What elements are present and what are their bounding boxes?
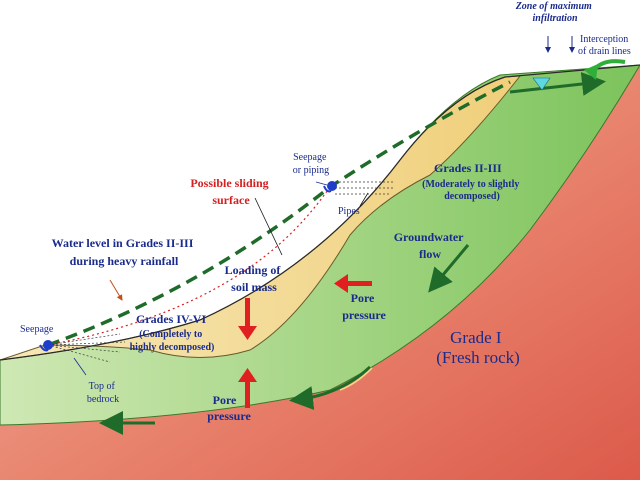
grades-4-6-description: (Completely to highly decomposed) bbox=[130, 329, 215, 353]
flow-arrow-swoosh bbox=[339, 367, 373, 391]
pipes-lines bbox=[335, 181, 395, 195]
load-arrow-icon bbox=[238, 298, 257, 340]
grades-4-6-title: Grades IV-VI bbox=[136, 312, 206, 326]
pore-pressure-upper-label: Pore pressure bbox=[342, 291, 386, 322]
leader-top-of-bedrock bbox=[73, 357, 87, 376]
seepage-piping-label: Seepage or piping bbox=[293, 152, 329, 176]
leader-water-level bbox=[109, 279, 123, 301]
pipes-label: Pipes bbox=[338, 206, 360, 217]
pore-pressure-arrow-upper bbox=[334, 274, 372, 293]
drain-line bbox=[509, 72, 606, 96]
possible-sliding-surface-label: Possible sliding surface bbox=[190, 176, 271, 207]
grade-1-label: Grade I (Fresh rock) bbox=[436, 328, 520, 367]
infiltration-arrow-head bbox=[584, 64, 598, 80]
grades-2-3-description: (Moderately to slightly decomposed) bbox=[422, 179, 522, 202]
loading-soil-mass-label: Loading of soil mass bbox=[225, 263, 284, 294]
leader-pipes bbox=[359, 192, 369, 207]
leader-sliding-surface bbox=[254, 197, 283, 256]
slope-surface bbox=[0, 64, 640, 361]
seepage-left-label: Seepage bbox=[20, 324, 54, 335]
sliding-surface-line bbox=[47, 186, 331, 346]
top-of-bedrock-label: Top of bedrock bbox=[87, 381, 119, 405]
water-level-line bbox=[47, 80, 511, 347]
water-level-label: Water level in Grades II-III during heav… bbox=[52, 236, 197, 268]
leader-seepage-piping bbox=[315, 181, 328, 186]
zone-max-infiltration-label: Zone of maximum infiltration bbox=[515, 1, 595, 24]
groundwater-flow-arrow bbox=[428, 244, 470, 293]
pore-pressure-lower-label: Pore pressure bbox=[207, 393, 251, 423]
seepage-piping-drop-icon bbox=[323, 181, 337, 193]
fresh-rock-layer bbox=[0, 65, 640, 480]
pore-pressure-arrow-lower bbox=[238, 368, 257, 408]
grades-2-3-title: Grades II-III bbox=[434, 161, 502, 175]
groundwater-flow-label: Groundwater flow bbox=[394, 230, 467, 261]
seepage-fan-lines bbox=[47, 333, 126, 363]
interception-drain-lines-label: Interception of drain lines bbox=[578, 34, 631, 57]
drain-drop-icon bbox=[532, 77, 551, 91]
flow-arrow-lower bbox=[289, 365, 372, 410]
seepage-drop-icon bbox=[39, 340, 53, 352]
